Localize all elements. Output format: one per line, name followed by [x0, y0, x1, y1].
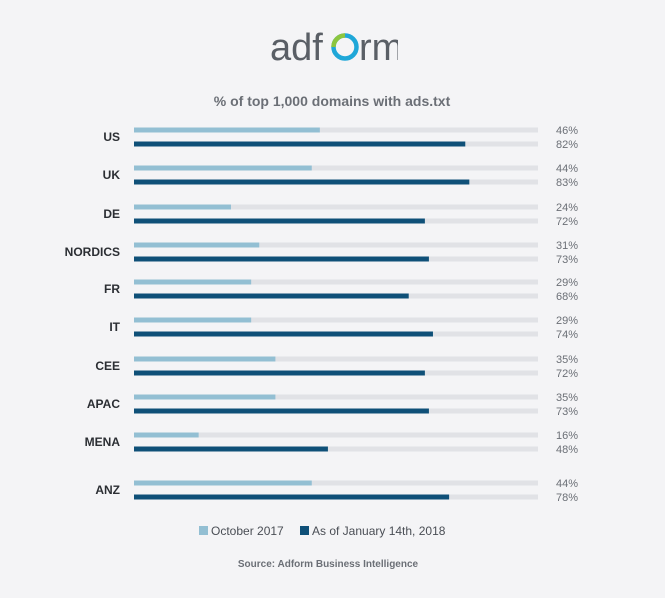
value-label: 78%: [556, 492, 578, 504]
value-label: 74%: [556, 329, 578, 341]
value-label: 68%: [556, 291, 578, 303]
value-label: 72%: [556, 368, 578, 380]
category-label: IT: [109, 320, 120, 334]
value-label: 24%: [556, 202, 578, 214]
bar-track: [134, 394, 538, 400]
value-label: 83%: [556, 177, 578, 189]
bar-october-2017: [134, 279, 252, 285]
value-label: 82%: [556, 139, 578, 151]
bar-track: [134, 432, 538, 438]
bar-track: [134, 279, 538, 285]
category-label: MENA: [85, 435, 121, 449]
bar-january-2018: [134, 408, 429, 414]
bar-track: [134, 480, 538, 486]
bar-track: [134, 317, 538, 323]
bar-track: [134, 127, 538, 133]
legend-swatch: [300, 526, 309, 535]
bar-october-2017: [134, 242, 260, 248]
category-label: US: [103, 130, 120, 144]
bar-october-2017: [134, 394, 276, 400]
bar-january-2018: [134, 494, 450, 500]
value-label: 35%: [556, 392, 578, 404]
legend-label: As of January 14th, 2018: [312, 524, 446, 538]
legend-swatch: [199, 526, 208, 535]
bar-october-2017: [134, 480, 312, 486]
logo: adf rm: [0, 27, 665, 73]
adform-logo: adf rm: [270, 27, 403, 69]
category-label: UK: [103, 168, 121, 182]
legend: October 2017 As of January 14th, 2018: [199, 524, 446, 538]
bar-october-2017: [134, 165, 312, 171]
value-label: 44%: [556, 478, 578, 490]
bar-track: [134, 356, 538, 362]
source-note: Source: Adform Business Intelligence: [238, 559, 419, 570]
bar-october-2017: [134, 317, 252, 323]
bar-track: [134, 242, 538, 248]
bar-january-2018: [134, 370, 425, 376]
bar-january-2018: [134, 256, 429, 262]
category-label: APAC: [87, 397, 120, 411]
value-label: 31%: [556, 240, 578, 252]
bar-october-2017: [134, 127, 320, 133]
category-label: CEE: [95, 359, 120, 373]
bar-october-2017: [134, 432, 199, 438]
bar-january-2018: [134, 331, 433, 337]
legend-label: October 2017: [211, 524, 284, 538]
value-label: 29%: [556, 315, 578, 327]
bar-october-2017: [134, 204, 231, 210]
bar-october-2017: [134, 356, 276, 362]
category-label: ANZ: [95, 483, 120, 497]
value-label: 48%: [556, 444, 578, 456]
value-label: 72%: [556, 216, 578, 228]
bar-january-2018: [134, 446, 328, 452]
bar-track: [134, 446, 538, 452]
value-label: 35%: [556, 354, 578, 366]
logo-ring-icon: [330, 33, 359, 61]
bar-january-2018: [134, 141, 466, 147]
category-label: FR: [104, 282, 120, 296]
bars-group: US 46% 82% UK 44% 83% DE 24% 72% NORDICS 31% 73% FR 2…: [65, 125, 579, 504]
value-label: 73%: [556, 254, 578, 266]
value-label: 73%: [556, 406, 578, 418]
bar-january-2018: [134, 293, 409, 299]
chart-title: % of top 1,000 domains with ads.txt: [214, 93, 451, 109]
value-label: 16%: [556, 430, 578, 442]
bar-track: [134, 165, 538, 171]
value-label: 46%: [556, 125, 578, 137]
logo-text-post: rm: [359, 28, 398, 68]
logo-text-pre: adf: [270, 28, 323, 68]
value-label: 44%: [556, 163, 578, 175]
bar-january-2018: [134, 218, 425, 224]
category-label: NORDICS: [65, 245, 120, 259]
value-label: 29%: [556, 277, 578, 289]
category-label: DE: [103, 207, 120, 221]
bar-track: [134, 204, 538, 210]
bar-january-2018: [134, 179, 470, 185]
